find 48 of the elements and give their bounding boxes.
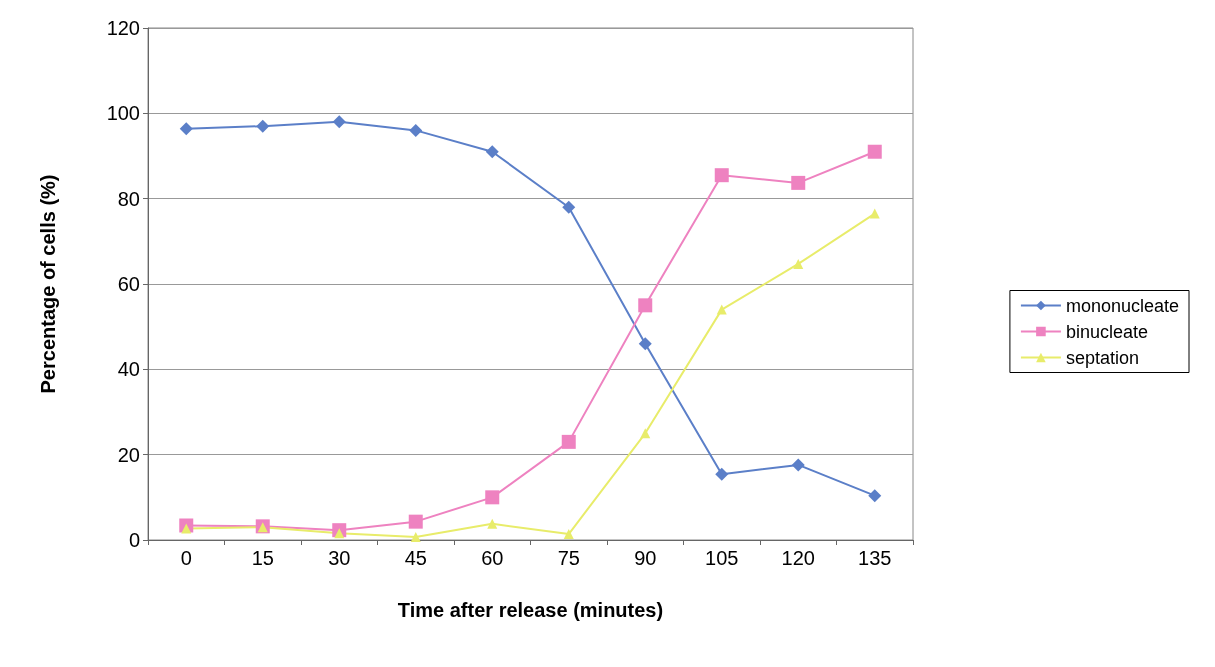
point xyxy=(409,123,423,137)
x-tick-label: 45 xyxy=(404,547,427,569)
y-tick-label: 40 xyxy=(117,358,140,381)
x-tick-label: 135 xyxy=(858,547,892,569)
point xyxy=(867,144,882,159)
point xyxy=(563,529,574,540)
point xyxy=(334,528,345,539)
point xyxy=(869,208,880,219)
y-tick-label: 120 xyxy=(106,17,140,39)
point xyxy=(638,298,653,313)
point xyxy=(332,115,346,129)
point xyxy=(179,122,193,136)
point xyxy=(715,467,729,481)
point xyxy=(793,258,804,269)
point xyxy=(791,458,805,472)
point xyxy=(791,175,806,190)
point xyxy=(868,489,882,503)
point xyxy=(408,514,423,529)
y-axis-title: Percentage of cells (%) xyxy=(37,174,59,394)
point xyxy=(485,490,500,505)
point xyxy=(487,518,498,529)
y-tick-label: 0 xyxy=(128,529,140,551)
y-tick-label: 60 xyxy=(117,273,140,295)
point xyxy=(256,119,270,133)
x-tick-label: 0 xyxy=(180,547,192,569)
point xyxy=(640,428,651,439)
point xyxy=(716,304,727,315)
x-tick-label: 15 xyxy=(251,547,274,569)
y-tick-label: 80 xyxy=(117,187,140,210)
point xyxy=(485,145,499,159)
x-tick-label: 60 xyxy=(481,547,504,569)
legend-label: septation xyxy=(1065,347,1139,368)
point xyxy=(561,434,576,449)
point xyxy=(638,337,652,351)
x-tick-label: 105 xyxy=(705,547,739,569)
y-tick-label: 20 xyxy=(117,443,140,466)
x-tick-label: 75 xyxy=(557,547,580,569)
point xyxy=(562,200,576,214)
point xyxy=(181,523,192,534)
legend-label: mononucleate xyxy=(1065,295,1180,316)
point xyxy=(714,168,729,183)
x-tick-label: 90 xyxy=(634,547,657,569)
x-axis-title: Time after release (minutes) xyxy=(397,599,664,621)
x-tick-label: 120 xyxy=(781,547,815,569)
y-tick-label: 100 xyxy=(106,102,140,125)
legend-label: binucleate xyxy=(1065,321,1148,342)
x-tick-label: 30 xyxy=(328,547,351,569)
point xyxy=(410,532,421,543)
